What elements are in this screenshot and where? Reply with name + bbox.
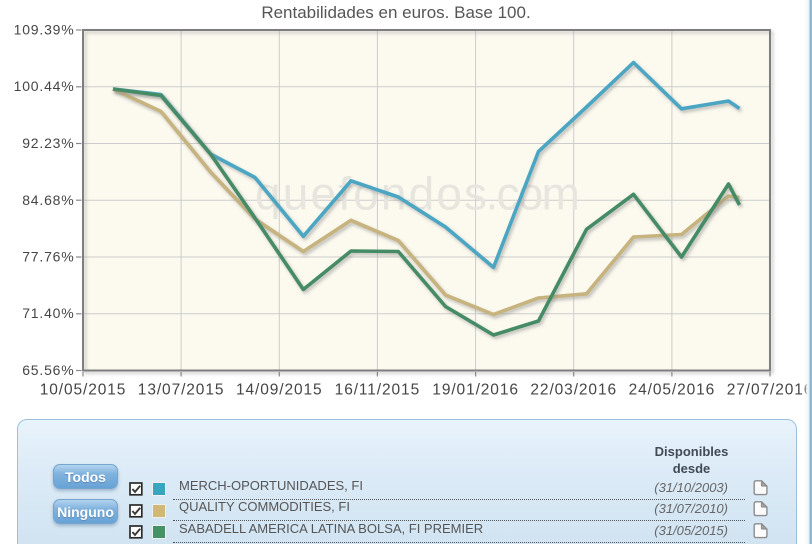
svg-text:109.39%: 109.39%: [14, 22, 75, 38]
svg-text:14/09/2015: 14/09/2015: [236, 382, 323, 399]
svg-text:27/07/2016: 27/07/2016: [727, 382, 812, 399]
svg-text:65.56%: 65.56%: [22, 362, 74, 378]
svg-text:24/05/2016: 24/05/2016: [629, 382, 716, 399]
svg-text:13/07/2015: 13/07/2015: [138, 382, 225, 399]
svg-text:100.44%: 100.44%: [14, 78, 75, 94]
svg-text:quefondos.com: quefondos.com: [255, 168, 578, 220]
svg-text:84.68%: 84.68%: [22, 192, 74, 208]
svg-text:10/05/2015: 10/05/2015: [40, 382, 127, 399]
svg-text:19/01/2016: 19/01/2016: [432, 382, 519, 399]
svg-text:92.23%: 92.23%: [22, 135, 74, 151]
svg-text:22/03/2016: 22/03/2016: [530, 382, 617, 399]
svg-text:77.76%: 77.76%: [22, 249, 74, 265]
svg-text:Rentabilidades en euros. Base: Rentabilidades en euros. Base 100.: [261, 3, 530, 22]
svg-text:71.40%: 71.40%: [22, 305, 74, 321]
svg-text:16/11/2015: 16/11/2015: [335, 382, 420, 399]
